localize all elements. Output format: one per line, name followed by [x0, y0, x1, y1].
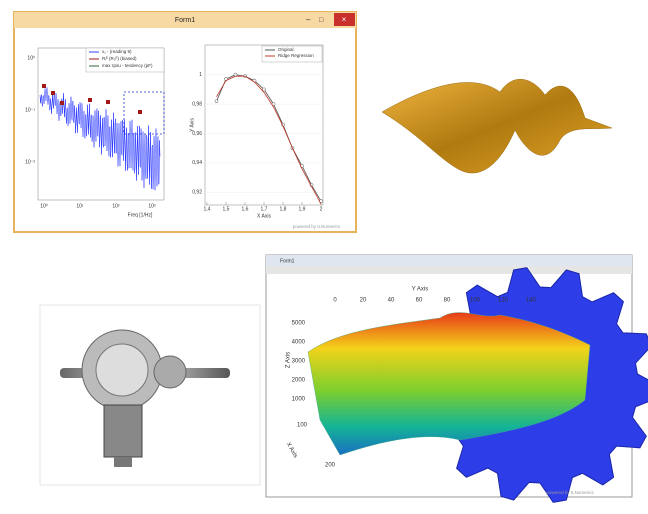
minimize-icon[interactable]: – [306, 15, 311, 24]
x-tick-label: 100 [297, 423, 308, 429]
marker [42, 84, 46, 88]
x-tick-label: 1,6 [242, 206, 249, 212]
y-tick-label: 0,96 [192, 131, 202, 137]
marker [106, 100, 110, 104]
x-tick-label: 10² [112, 203, 120, 209]
x-tick-label: 200 [325, 463, 336, 469]
x-tick-label: 10³ [148, 203, 156, 209]
close-icon[interactable]: × [342, 15, 347, 24]
housing-face [95, 343, 149, 397]
y-tick-label: 60 [416, 298, 423, 304]
legend-label: max τpsu - tendency (pF) [102, 63, 153, 68]
footer: powered by ILNumerics [293, 224, 341, 229]
y-tick-label: 80 [444, 298, 451, 304]
legend-label: Rᵢᴱ (R₀ᴱ) (biased) [102, 56, 137, 61]
bounding-box [39, 304, 261, 486]
y-tick-label: 0,94 [192, 160, 202, 166]
z-tick-label: 2000 [292, 378, 306, 384]
y-tick-label: 140 [526, 298, 537, 304]
x-tick-label: 2 [320, 206, 323, 212]
y-tick-label: 0 [333, 298, 337, 304]
window-title: Form1 [175, 17, 195, 24]
menu-bar [266, 266, 632, 274]
legend-box [261, 45, 323, 63]
point [214, 99, 219, 104]
marker [88, 98, 92, 102]
x-axis-label: X Axis [257, 213, 271, 219]
plot-area [37, 47, 165, 201]
x-tick-label: 1,8 [280, 206, 287, 212]
window-title: Form1 [280, 258, 295, 264]
zoom-box [123, 91, 165, 135]
maximize-icon[interactable]: □ [319, 17, 324, 24]
marker [138, 110, 142, 114]
y-tick-label: 10⁰ [27, 55, 35, 61]
plot-area [204, 44, 324, 206]
y-tick-label: 0,98 [192, 101, 202, 107]
foot [114, 457, 132, 467]
z-tick-label: 3000 [292, 359, 306, 365]
surface-3d [381, 79, 613, 174]
y-tick-label: 0,92 [192, 190, 202, 196]
marker [60, 101, 64, 105]
point [262, 87, 266, 92]
z-tick-label: 5000 [292, 321, 306, 327]
y-tick-label: 120 [498, 298, 509, 304]
x-tick-label: 1,7 [261, 206, 268, 212]
y-tick-label: 1 [199, 72, 202, 78]
legend-label: x₁ - (reading 9) [102, 49, 132, 54]
x-tick-label: 10¹ [76, 203, 84, 209]
y-axis-label: Y Axis [189, 118, 195, 132]
title-bar [14, 12, 356, 28]
y-tick-label: 100 [470, 298, 481, 304]
x-tick-label: 10⁰ [40, 203, 48, 209]
motor [103, 404, 143, 458]
z-tick-label: 4000 [292, 340, 306, 346]
x-tick-label: 1,5 [223, 206, 230, 212]
close-button[interactable] [334, 13, 355, 26]
x-tick-label: 1,9 [299, 206, 306, 212]
z-axis-label: Z Axis [286, 352, 292, 368]
legend-label: Ridge Regression [278, 53, 314, 58]
marker [51, 91, 55, 95]
flange [153, 355, 187, 389]
footer: powered by ILNumerics [546, 490, 594, 495]
y-tick-label: 20 [360, 298, 367, 304]
y-tick-label: 10⁻¹ [25, 107, 35, 113]
y-axis-label: Y Axis [412, 287, 429, 293]
legend-label: Original [278, 47, 294, 52]
x-tick-label: 1,4 [204, 206, 211, 212]
z-tick-label: 1000 [292, 397, 306, 403]
x-axis-label: Freq [1/Hz] [128, 212, 153, 218]
y-tick-label: 40 [388, 298, 395, 304]
title-bar [266, 255, 632, 266]
y-tick-label: 10⁻² [25, 159, 35, 165]
terrain-surface [307, 312, 591, 456]
series-line [216, 75, 322, 205]
